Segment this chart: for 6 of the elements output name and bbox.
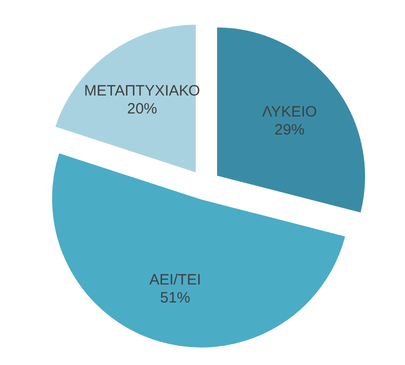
data-label: 29% — [274, 121, 305, 138]
slice-label: ΜΕΤΑΠΤΥΧΙΑΚΟ — [84, 82, 200, 100]
slice-label: ΛΥΚΕΙΟ — [262, 103, 317, 120]
data-label: 20% — [127, 100, 158, 118]
data-label: 51% — [160, 290, 190, 307]
slice-label: ΑΕΙ/ΤΕΙ — [149, 272, 201, 289]
